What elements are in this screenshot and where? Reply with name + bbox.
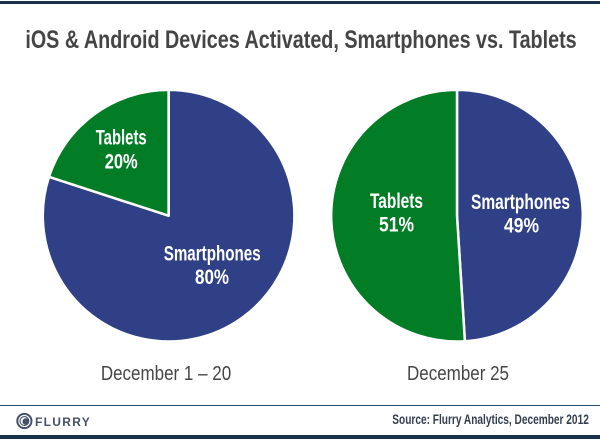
- svg-text:51%: 51%: [379, 214, 414, 237]
- svg-text:Smartphones: Smartphones: [471, 191, 570, 214]
- svg-text:49%: 49%: [504, 215, 539, 238]
- svg-text:Smartphones: Smartphones: [164, 243, 261, 266]
- svg-text:Tablets: Tablets: [370, 190, 423, 213]
- svg-text:Tablets: Tablets: [96, 127, 147, 150]
- svg-text:20%: 20%: [105, 150, 138, 173]
- svg-text:80%: 80%: [195, 266, 229, 289]
